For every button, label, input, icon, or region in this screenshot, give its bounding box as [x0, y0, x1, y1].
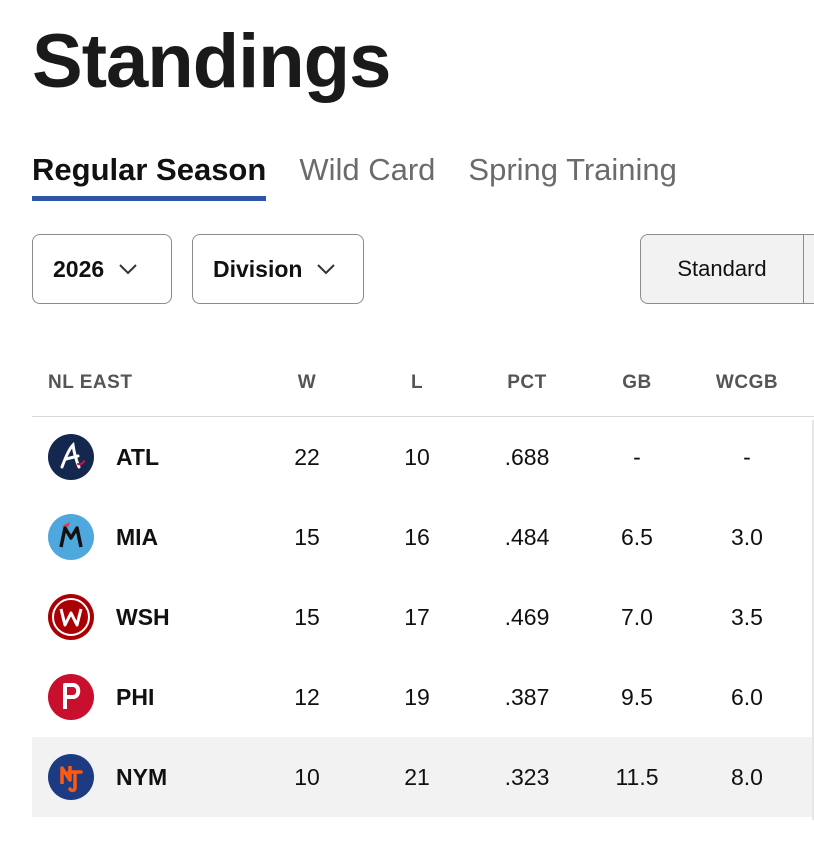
losses-cell: 10	[404, 443, 430, 470]
team-cell[interactable]: ATL	[32, 434, 252, 480]
team-cell[interactable]: WSH	[32, 594, 252, 640]
braves-logo-icon	[48, 434, 94, 480]
chevron-down-icon	[317, 264, 336, 275]
gb-cell: 11.5	[615, 763, 659, 790]
team-abbr[interactable]: MIA	[116, 523, 159, 550]
view-toggle: Standard	[640, 234, 814, 304]
tab-wild-card[interactable]: Wild Card	[299, 152, 436, 187]
wins-cell: 22	[294, 443, 320, 470]
wins-cell: 10	[294, 763, 320, 790]
tab-spring-training[interactable]: Spring Training	[468, 152, 677, 187]
team-abbr[interactable]: WSH	[116, 603, 170, 630]
gb-cell: 6.5	[621, 523, 653, 550]
pct-cell: .387	[504, 683, 550, 710]
grouping-select[interactable]: Division	[192, 234, 364, 304]
col-header-l[interactable]: L	[410, 372, 424, 393]
page-title: Standings	[32, 19, 391, 104]
team-abbr[interactable]: ATL	[116, 443, 160, 470]
pct-cell: .469	[504, 603, 550, 630]
division-header: NL EAST	[48, 372, 133, 393]
standard-view-button[interactable]: Standard	[641, 235, 804, 303]
col-header-w[interactable]: W	[297, 372, 317, 393]
team-abbr[interactable]: PHI	[116, 683, 155, 710]
losses-cell: 21	[404, 763, 430, 790]
pct-cell: .323	[504, 763, 550, 790]
losses-cell: 19	[404, 683, 430, 710]
standings-table: NL EAST W L PCT GB WCGB ATL 22 10 .688 -…	[32, 350, 814, 817]
team-cell[interactable]: NYM	[32, 754, 252, 800]
wcgb-cell: 3.0	[731, 523, 763, 550]
table-header: NL EAST W L PCT GB WCGB	[32, 350, 814, 417]
team-cell[interactable]: PHI	[32, 674, 252, 720]
gb-cell: -	[633, 443, 641, 470]
gb-cell: 9.5	[621, 683, 653, 710]
pct-cell: .484	[504, 523, 550, 550]
table-scroll-edge	[812, 420, 814, 820]
wcgb-cell: 8.0	[731, 763, 763, 790]
team-cell[interactable]: MIA	[32, 514, 252, 560]
wcgb-cell: 6.0	[731, 683, 763, 710]
wins-cell: 15	[294, 603, 320, 630]
table-row[interactable]: MIA 15 16 .484 6.5 3.0	[32, 497, 814, 577]
table-row[interactable]: NYM 10 21 .323 11.5 8.0	[32, 737, 814, 817]
losses-cell: 16	[404, 523, 430, 550]
wins-cell: 12	[294, 683, 320, 710]
grouping-select-value: Division	[213, 255, 303, 282]
col-header-gb[interactable]: GB	[622, 372, 652, 393]
losses-cell: 17	[404, 603, 430, 630]
season-select-value: 2026	[53, 255, 105, 282]
marlins-logo-icon	[48, 514, 94, 560]
tab-regular-season[interactable]: Regular Season	[32, 152, 267, 201]
phillies-logo-icon	[48, 674, 94, 720]
wcgb-cell: 3.5	[731, 603, 763, 630]
nationals-logo-icon	[48, 594, 94, 640]
col-header-pct[interactable]: PCT	[507, 372, 547, 393]
table-row[interactable]: PHI 12 19 .387 9.5 6.0	[32, 657, 814, 737]
standings-tabs: Regular Season Wild Card Spring Training	[32, 152, 677, 201]
pct-cell: .688	[504, 443, 550, 470]
season-select[interactable]: 2026	[32, 234, 172, 304]
table-row[interactable]: ATL 22 10 .688 - -	[32, 417, 814, 497]
team-abbr[interactable]: NYM	[116, 763, 168, 790]
col-header-wcgb[interactable]: WCGB	[715, 372, 779, 393]
wins-cell: 15	[294, 523, 320, 550]
wcgb-cell: -	[743, 443, 751, 470]
table-row[interactable]: WSH 15 17 .469 7.0 3.5	[32, 577, 814, 657]
chevron-down-icon	[119, 264, 137, 275]
gb-cell: 7.0	[621, 603, 653, 630]
mets-logo-icon	[48, 754, 94, 800]
